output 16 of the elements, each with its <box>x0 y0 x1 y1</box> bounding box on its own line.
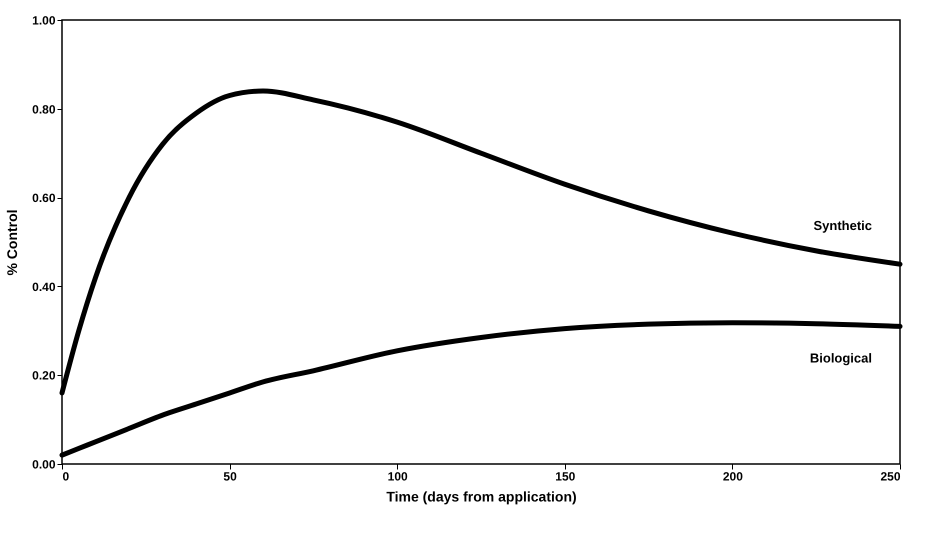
series-label: Biological <box>810 350 872 366</box>
y-tick-label: 0.00 <box>32 458 56 472</box>
y-tick-label: 1.00 <box>32 14 56 28</box>
y-tick-label: 0.80 <box>32 102 56 116</box>
y-tick-label: 0.40 <box>32 280 56 294</box>
x-axis-title: Time (days from application) <box>386 488 577 504</box>
series-label: Synthetic <box>813 218 872 234</box>
x-tick-label: 200 <box>722 470 744 484</box>
x-tick-label: 50 <box>223 470 238 484</box>
y-tick-label: 0.60 <box>32 191 56 206</box>
y-tick-label: 0.20 <box>32 368 56 383</box>
x-tick-label: 250 <box>880 470 901 484</box>
y-axis-title: % Control <box>4 209 20 276</box>
x-tick-label: 100 <box>388 470 408 484</box>
x-tick-label: 150 <box>555 470 576 484</box>
x-tick-label: 0 <box>62 470 70 484</box>
